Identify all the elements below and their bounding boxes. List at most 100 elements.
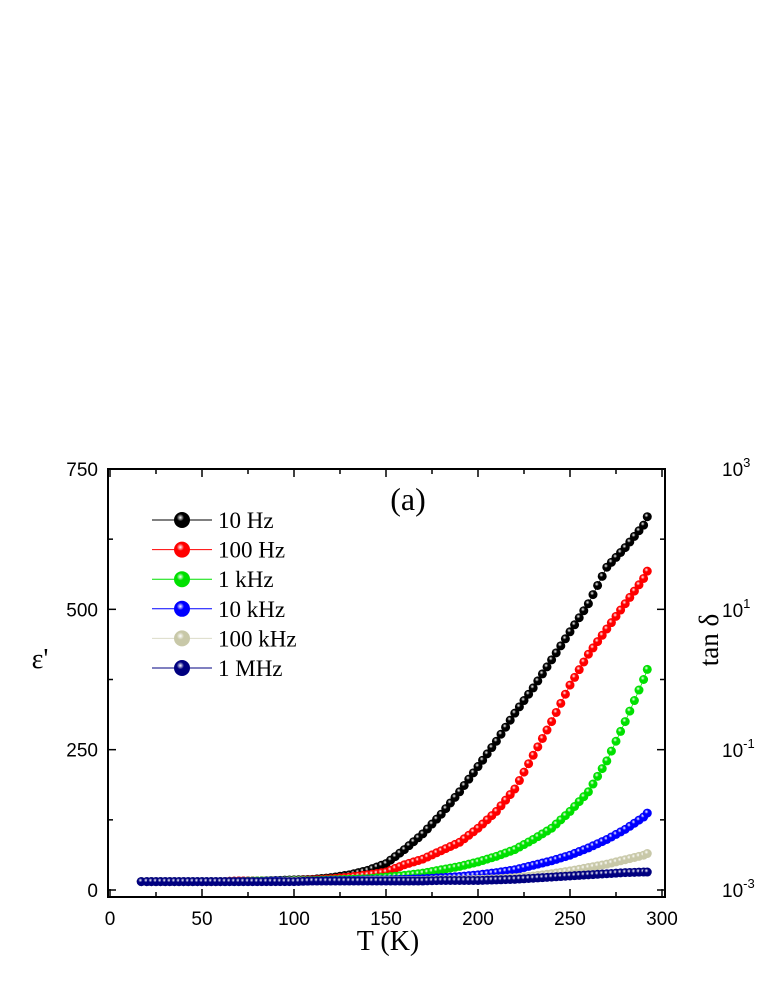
data-point (639, 573, 649, 583)
data-point (588, 643, 598, 653)
data-point (642, 808, 652, 818)
data-point (583, 787, 593, 797)
data-point (602, 756, 612, 766)
data-point (537, 669, 547, 679)
data-point (542, 725, 552, 735)
data-point (593, 637, 603, 647)
series-10-hz (136, 512, 652, 887)
data-point (597, 630, 607, 640)
legend-marker (174, 512, 190, 528)
data-point (574, 665, 584, 675)
data-point (560, 634, 570, 644)
x-tick-label: 200 (462, 909, 494, 930)
data-point (487, 743, 497, 753)
data-point (570, 620, 580, 630)
legend-marker (174, 660, 190, 676)
data-point (611, 611, 621, 621)
data-point (642, 512, 652, 522)
data-point (482, 749, 492, 759)
y-tick-label: 0 (87, 881, 98, 902)
data-point (459, 780, 469, 790)
data-point (634, 685, 644, 695)
data-point (642, 849, 652, 859)
data-point (510, 784, 520, 794)
right-tick-label: 10-1 (722, 736, 755, 762)
data-point (501, 722, 511, 732)
data-point (570, 672, 580, 682)
data-point (547, 717, 557, 727)
data-point (642, 566, 652, 576)
legend-entry: 100 Hz (152, 538, 285, 563)
y-axis-label: ε' (32, 644, 49, 675)
data-point (533, 742, 543, 752)
data-point (551, 648, 561, 658)
legend-label: 10 kHz (218, 597, 285, 622)
right-tick-label: 10-3 (722, 876, 755, 902)
data-point (593, 580, 603, 590)
x-tick-label: 0 (105, 909, 116, 930)
series-line (141, 669, 648, 882)
x-tick-label: 300 (646, 909, 678, 930)
data-point (642, 664, 652, 674)
data-point (524, 759, 534, 769)
data-point (602, 624, 612, 634)
x-tick-label: 150 (370, 909, 402, 930)
legend-marker (174, 541, 190, 558)
data-point (642, 867, 652, 877)
series-100-hz (136, 566, 652, 887)
data-point (533, 676, 543, 686)
right-tick-label: 101 (722, 596, 750, 622)
right-axis-ticks: 103 101 10-1 10-3 (722, 455, 755, 902)
data-point (528, 750, 538, 760)
data-point (588, 779, 598, 789)
legend-label: 1 MHz (218, 656, 283, 681)
data-point (473, 762, 483, 772)
data-point (496, 729, 506, 739)
data-point (606, 746, 616, 756)
data-point (537, 733, 547, 743)
data-point (579, 657, 589, 667)
data-point (560, 689, 570, 699)
data-point (625, 706, 635, 716)
data-point (455, 787, 465, 797)
data-point (574, 613, 584, 623)
legend-label: 10 Hz (218, 508, 274, 533)
right-axis-label: tan δ (694, 614, 724, 666)
data-point (519, 767, 529, 777)
data-point (620, 599, 630, 609)
data-point (616, 605, 626, 615)
legend-label: 100 kHz (218, 626, 297, 651)
data-point (634, 580, 644, 590)
data-point (556, 641, 566, 651)
legend-entry: 1 MHz (152, 656, 283, 681)
data-point (464, 774, 474, 784)
data-point (519, 696, 529, 706)
x-tick-label: 250 (554, 909, 586, 930)
legend-entry: 10 Hz (152, 508, 274, 533)
x-tick-label: 50 (191, 909, 212, 930)
data-point (597, 571, 607, 581)
data-point (556, 698, 566, 708)
plot-marks (136, 512, 652, 887)
data-point (606, 618, 616, 628)
data-point (579, 606, 589, 616)
legend-entry: 1 kHz (152, 567, 274, 592)
legend-marker (174, 571, 190, 588)
data-point (565, 627, 575, 637)
axes: 0 50 100 150 200 250 300 0 250 500 750 (66, 460, 678, 930)
legend-entry: 10 kHz (152, 597, 285, 622)
data-point (514, 776, 524, 786)
x-axis-label: T (K) (357, 926, 419, 957)
panel-label: (a) (390, 481, 426, 517)
data-point (639, 520, 649, 530)
data-point (565, 680, 575, 690)
data-point (551, 707, 561, 717)
legend-marker (174, 600, 190, 617)
legend: 10 Hz 100 Hz 1 kHz 10 kHz 100 kHz 1 MHz (152, 508, 297, 681)
data-point (583, 649, 593, 659)
data-point (639, 675, 649, 684)
data-point (611, 736, 621, 746)
data-point (468, 768, 478, 778)
data-point (510, 708, 520, 718)
